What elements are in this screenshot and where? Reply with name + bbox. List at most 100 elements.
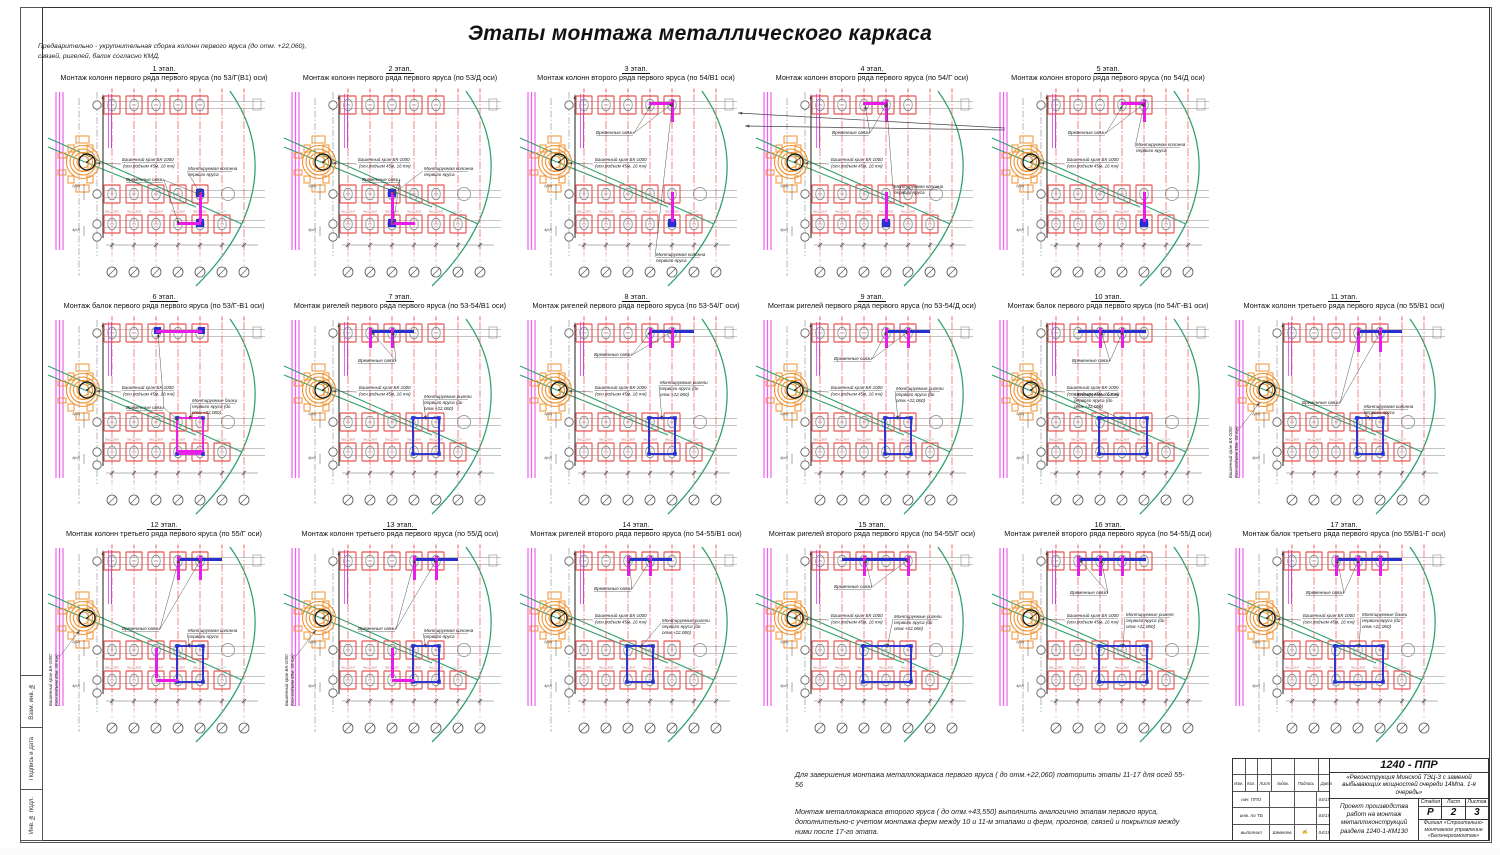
stage-panel-2: 2 этап. Монтаж колонн первого ряда первог… [282, 64, 518, 292]
temporary-braces-label: Временные связи [1072, 358, 1110, 363]
svg-text:Пм12/1КЛ: Пм12/1КЛ [643, 666, 658, 670]
newly-mounted-member [885, 100, 888, 122]
stage-number: 11 этап. [1327, 292, 1361, 302]
svg-text:Пм12/1КЛ: Пм12/1КЛ [171, 210, 186, 214]
crane-label: Башенный кран БК-1000 [1067, 156, 1119, 162]
sig-cell: Лист [1258, 775, 1273, 791]
stage-column-header: Листов [1465, 799, 1488, 808]
temporary-braces-label: Временные связи [832, 130, 870, 135]
svg-text:4(х2): 4(х2) [544, 684, 552, 688]
stage-description: Монтаж балок первого ряда первого яруса … [63, 301, 265, 311]
svg-text:2(х2): 2(х2) [1251, 412, 1260, 416]
svg-text:Пм12/1КЛ: Пм12/1КЛ [1329, 666, 1344, 670]
newly-mounted-member [391, 648, 394, 678]
stage-number: 7 этап. [385, 292, 415, 302]
frame-label: Инв. № подл. [28, 796, 35, 834]
stage-number: 17 этап. [1327, 520, 1361, 530]
svg-text:Пм12/1КЛ: Пм12/1КЛ [879, 666, 894, 670]
crane-label: Башенный кран БК-1000 [1303, 612, 1355, 618]
newly-mounted-member [627, 556, 630, 576]
svg-text:Пм12/1КЛ: Пм12/1КЛ [1049, 666, 1064, 670]
svg-text:4(х2): 4(х2) [780, 456, 788, 460]
document-title: Проект производства работ на монтаж мета… [1330, 798, 1420, 840]
svg-text:4(х2): 4(х2) [544, 456, 552, 460]
tower-crane-icon [765, 591, 809, 649]
crane-label: Башенный кран БК-1000 [831, 156, 883, 162]
stage-title: 12 этап. Монтаж колонн третьего ряда перв… [46, 520, 282, 544]
mounted-member-label: отм.+22,060) [896, 398, 925, 403]
tower-crane-icon [529, 591, 573, 649]
signature-table: Изм. Кол. Лист №док. Подпись Дата нач. ППО 04/1… [1233, 759, 1332, 841]
newly-mounted-member [1099, 328, 1102, 348]
crane-label: Башенный кран БК-1000 [122, 156, 174, 162]
crane-label: Башенный кран БК-1000 (осн.подъем 45м, 16… [47, 654, 59, 706]
svg-text:Пм12/1КЛ: Пм12/1КЛ [171, 666, 186, 670]
svg-text:Пм12/1КЛ: Пм12/1КЛ [1049, 438, 1064, 442]
svg-text:Пм12/1КЛ: Пм12/1КЛ [813, 666, 828, 670]
svg-text:4(х2): 4(х2) [1016, 228, 1024, 232]
svg-text:2(х2): 2(х2) [71, 412, 80, 416]
svg-text:2(х2): 2(х2) [307, 412, 316, 416]
mounted-member-label: Монтируемые ригели [424, 394, 472, 399]
stage-title: 5 этап. Монтаж колонн второго ряда первог… [990, 64, 1226, 88]
tower-crane-icon [765, 135, 809, 193]
crane-label: Башенный кран БК-1000 [831, 612, 883, 618]
svg-text:Пм12/1КЛ: Пм12/1КЛ [879, 438, 894, 442]
mounted-member-label: первого яруса (до [894, 620, 933, 625]
stage-panel-3: 3 этап. Монтаж колонн второго ряда первог… [518, 64, 754, 292]
svg-text:(осн.подъем 45м, 16 тн): (осн.подъем 45м, 16 тн) [1234, 426, 1239, 478]
svg-text:4(х2): 4(х2) [1252, 456, 1260, 460]
mounted-member-label: первого яруса [424, 634, 455, 639]
stage-description: Монтаж колонн третьего ряда первого ярус… [66, 529, 262, 539]
svg-text:4(х2): 4(х2) [1252, 684, 1260, 688]
stage-panel-7: 7 этап. Монтаж ригелей первого ряда перво… [282, 292, 518, 520]
stage-plan-drawing: Пм12/1КЛ Пм12/1КЛ Пм12/1КЛ Пм12/1КЛ Пм12/1КЛ… [519, 316, 737, 515]
svg-text:Пм12/1КЛ: Пм12/1КЛ [1093, 666, 1108, 670]
svg-text:2(х2): 2(х2) [71, 184, 80, 188]
mounted-member-label: отм.+22,060) [424, 406, 453, 411]
page-title: Этапы монтажа металлического каркаса [467, 22, 933, 45]
stage-description: Монтаж колонн второго ряда первого яруса… [1011, 73, 1205, 83]
stage-description: Монтаж колонн третьего ряда первого ярус… [1243, 301, 1445, 311]
newly-mounted-member [885, 328, 888, 348]
svg-text:4(х2): 4(х2) [308, 456, 316, 460]
svg-text:Пм12/1КЛ: Пм12/1КЛ [857, 210, 872, 214]
svg-text:12/1КЛ: 12/1КЛ [1160, 666, 1171, 670]
svg-text:(осн.подъем 45м, 16 тн): (осн.подъем 45м, 16 тн) [831, 164, 883, 169]
crane-label: Башенный кран БК-1000 (осн.подъем 45м, 16… [1227, 426, 1239, 478]
newly-mounted-member [391, 222, 415, 225]
svg-text:12/1КЛ: 12/1КЛ [1396, 666, 1407, 670]
mounted-member-label: отм.+22,060) [1126, 624, 1155, 629]
mounted-member-label: Монтируемые ригели [894, 614, 942, 619]
previously-mounted-member [842, 558, 910, 561]
stage-panel-14: 14 этап. Монтаж ригелей второго ряда перв… [518, 520, 754, 748]
newly-mounted-member [1357, 556, 1360, 576]
sig-cell: Изм. [1233, 775, 1246, 791]
svg-text:Пм12/1КЛ: Пм12/1КЛ [1071, 666, 1086, 670]
svg-text:Пм12/1КЛ: Пм12/1КЛ [127, 438, 142, 442]
stage-column-header: Лист [1442, 799, 1465, 808]
stage-row: 6 этап. Монтаж балок первого ряда первого… [46, 292, 1462, 520]
svg-text:12/1КЛ: 12/1КЛ [924, 438, 935, 442]
svg-text:Башенный кран БК-1000: Башенный кран БК-1000 [1227, 426, 1233, 478]
svg-text:Пм12/1КЛ: Пм12/1КЛ [643, 210, 658, 214]
svg-text:4(х2): 4(х2) [544, 228, 552, 232]
stage-column-value: 3 [1474, 807, 1480, 819]
mounted-member-label: Монтируемая колонна [894, 184, 944, 189]
previously-mounted-member [1078, 558, 1146, 561]
stage-number: 13 этап. [383, 520, 417, 530]
stage-number: 4 этап. [857, 64, 887, 74]
svg-text:Пм12/1КЛ: Пм12/1КЛ [1329, 438, 1344, 442]
svg-text:Пм12/1КЛ: Пм12/1КЛ [621, 210, 636, 214]
stage-plan-drawing: Пм12/1КЛ Пм12/1КЛ Пм12/1КЛ Пм12/1КЛ Пм12/1КЛ… [991, 316, 1209, 515]
svg-text:Пм12/1КЛ: Пм12/1КЛ [341, 210, 356, 214]
svg-text:2(х2): 2(х2) [543, 640, 552, 644]
svg-text:Пм12/1КЛ: Пм12/1КЛ [1285, 666, 1300, 670]
svg-text:Пм12/1КЛ: Пм12/1КЛ [407, 438, 422, 442]
svg-text:Башенный кран БК-1000: Башенный кран БК-1000 [47, 654, 53, 706]
crane-label: Башенный кран БК-1000 [122, 384, 174, 390]
newly-mounted-member [392, 679, 414, 682]
svg-text:Пм12/1КЛ: Пм12/1КЛ [407, 210, 422, 214]
newly-mounted-member [1121, 556, 1124, 576]
